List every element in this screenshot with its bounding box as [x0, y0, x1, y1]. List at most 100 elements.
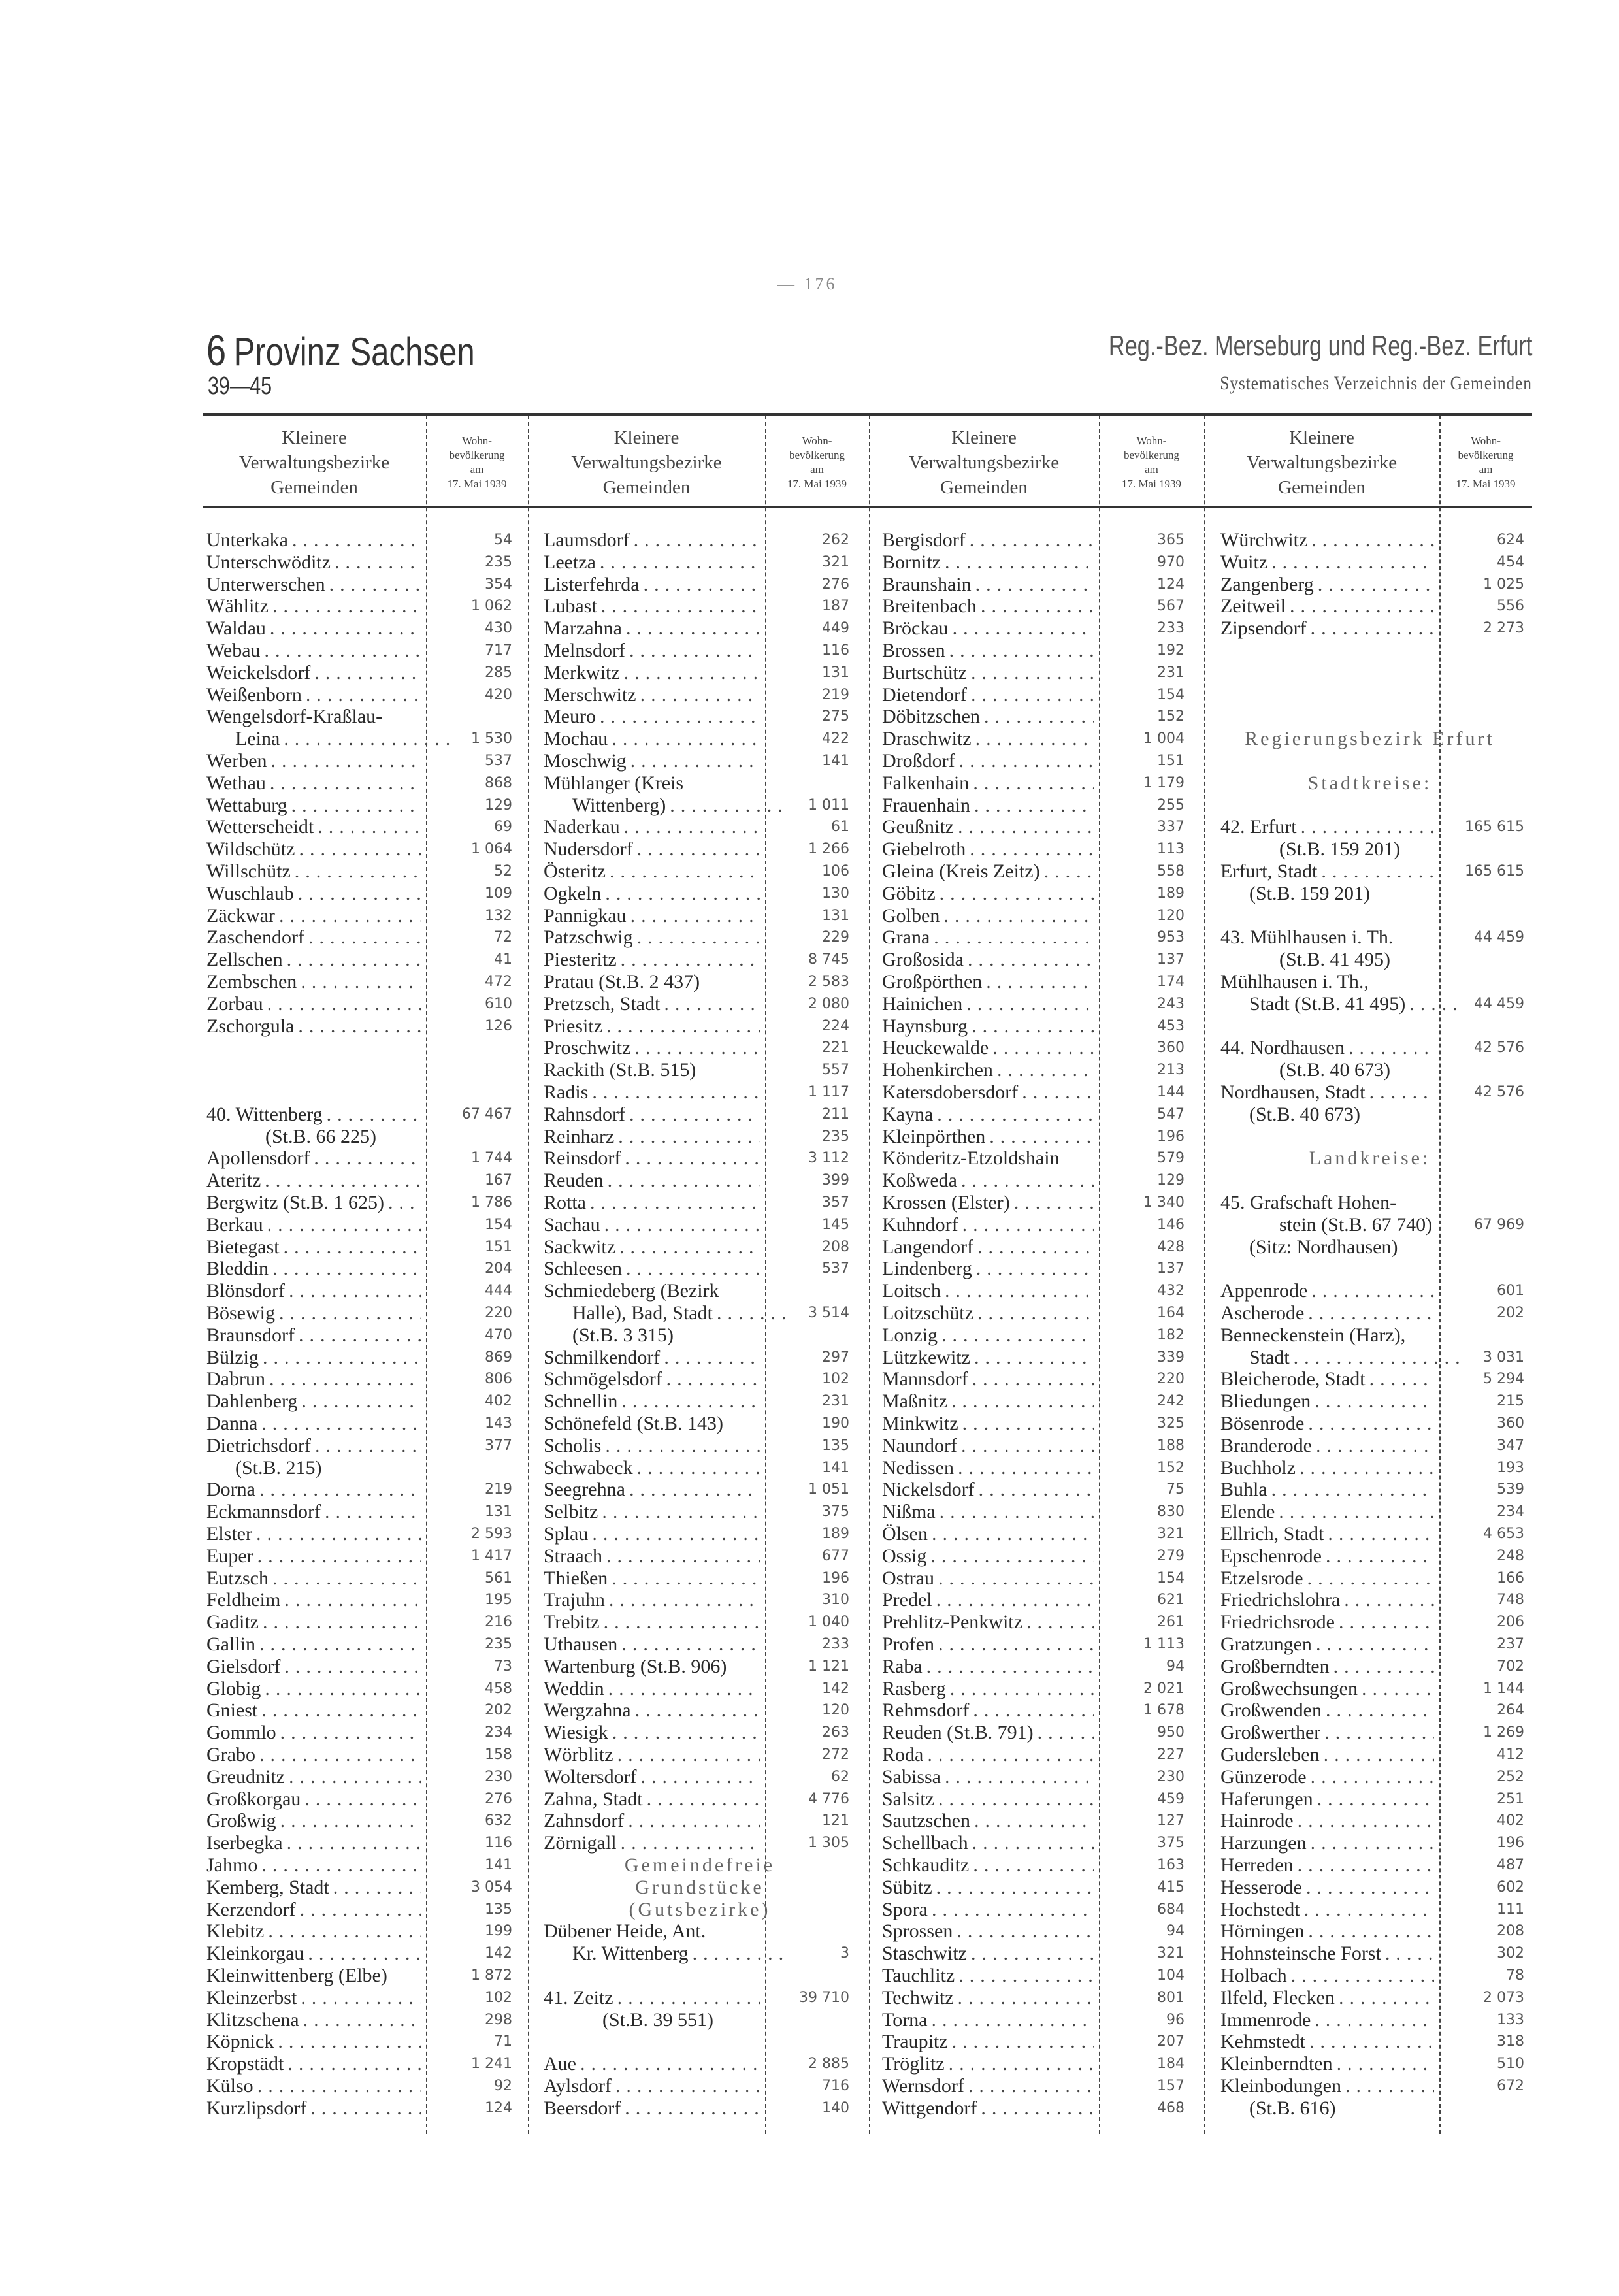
population-value: 1 025 — [1483, 576, 1524, 593]
dot-leader: ........................................… — [972, 1832, 1094, 1854]
municipality-name: 42. Erfurt..............................… — [1220, 816, 1434, 838]
name-text: Köpnick — [206, 2031, 274, 2053]
population-value: 1 144 — [1483, 1680, 1524, 1697]
population-value: 94 — [1166, 1923, 1185, 1940]
population-value: 748 — [1497, 1592, 1524, 1609]
municipality-name: Brossen.................................… — [882, 640, 1094, 662]
dot-leader: ........................................… — [272, 1258, 421, 1280]
population-value: 140 — [822, 2099, 849, 2116]
municipality-name: Schkauditz..............................… — [882, 1854, 1094, 1877]
population-value: 220 — [485, 1305, 512, 1321]
population-value: 73 — [494, 1658, 512, 1675]
name-text: Langendorf — [882, 1236, 973, 1258]
municipality-name: 43. Mühlhausen i. Th. — [1220, 927, 1434, 949]
municipality-name: Nißma...................................… — [882, 1501, 1094, 1523]
name-text: 44. Nordhausen — [1220, 1037, 1345, 1059]
name-text: (Gutsbezirke) — [629, 1898, 771, 1920]
dot-leader: ........................................… — [958, 1965, 1094, 1986]
municipality-name: Webau...................................… — [206, 640, 421, 662]
population-value: 152 — [1157, 1459, 1185, 1476]
population-value: 234 — [1497, 1503, 1524, 1520]
municipality-name: Piesteritz..............................… — [544, 949, 760, 971]
dot-leader: ........................................… — [301, 1986, 421, 2009]
dot-leader: ........................................… — [629, 1479, 760, 1501]
name-text: Könderitz-Etzoldshain — [882, 1147, 1060, 1170]
name-text: Lützkewitz — [882, 1346, 970, 1368]
municipality-name: Hörningen...............................… — [1220, 1920, 1434, 1943]
population-value: 806 — [485, 1371, 512, 1388]
dot-leader: ........................................… — [625, 1147, 760, 1170]
dot-leader: ........................................… — [284, 1655, 421, 1677]
dot-leader: ........................................… — [945, 1765, 1094, 1788]
municipality-name: Gommlo..................................… — [206, 1722, 421, 1744]
population-value: 165 615 — [1465, 819, 1524, 836]
dot-leader: ........................................… — [973, 1699, 1094, 1722]
population-value: 102 — [485, 1989, 512, 2006]
population-value: 684 — [1157, 1901, 1185, 1918]
municipality-name: Dietrichsdorf...........................… — [206, 1435, 421, 1457]
population-value: 537 — [485, 753, 512, 769]
population-value: 272 — [822, 1747, 849, 1763]
dot-leader: ........................................… — [278, 2031, 421, 2053]
population-value: 632 — [485, 1812, 512, 1829]
name-text: Dabrun — [206, 1368, 265, 1390]
name-text: Proschwitz — [544, 1037, 631, 1059]
municipality-name: Hainichen...............................… — [882, 993, 1094, 1015]
municipality-name: (St.B. 3 315) — [544, 1324, 789, 1347]
name-text: Greudnitz — [206, 1765, 285, 1788]
population-value: 193 — [1497, 1459, 1524, 1476]
name-text: Frauenhain — [882, 794, 970, 816]
dot-leader: ........................................… — [931, 2009, 1094, 2031]
dot-leader: ........................................… — [938, 1788, 1094, 1810]
column-divider — [426, 416, 427, 2134]
population-value: 453 — [1157, 1017, 1185, 1034]
population-value: 672 — [1497, 2078, 1524, 2094]
name-text: Bösenrode — [1220, 1413, 1305, 1434]
population-value: 199 — [485, 1923, 512, 1940]
municipality-name: (St.B. 41 495) — [1220, 949, 1493, 971]
dot-leader: ........................................… — [1315, 1434, 1434, 1456]
header-line: am — [1145, 463, 1158, 476]
header-line: 17. Mai 1939 — [1456, 478, 1516, 490]
page-title: 6 Provinz Sachsen — [206, 325, 475, 375]
municipality-name: Draschwitz..............................… — [882, 728, 1094, 750]
municipality-name: Zaschendorf.............................… — [206, 927, 421, 949]
municipality-name: Geußnitz................................… — [882, 816, 1094, 838]
dot-leader: ........................................… — [926, 1655, 1094, 1677]
municipality-name: Euper...................................… — [206, 1545, 421, 1567]
municipality-name: (St.B. 159 201) — [1220, 838, 1493, 861]
population-value: 537 — [822, 1260, 849, 1277]
population-value: 151 — [1157, 753, 1185, 769]
municipality-name: Lonzig..................................… — [882, 1324, 1094, 1347]
dot-leader: ........................................… — [603, 1611, 760, 1633]
population-value: 106 — [822, 863, 849, 879]
name-text: Schleesen — [544, 1258, 622, 1280]
population-value: 207 — [1157, 2033, 1185, 2050]
population-value: 190 — [822, 1415, 849, 1432]
name-text: Jahmo — [206, 1854, 258, 1876]
name-text: Dietrichsdorf — [206, 1434, 311, 1456]
name-text: (St.B. 3 315) — [572, 1324, 674, 1346]
name-text: Günzerode — [1220, 1765, 1307, 1788]
population-value: 96 — [1166, 2011, 1185, 2028]
dot-leader: ........................................… — [310, 2097, 421, 2119]
dot-leader: ........................................… — [966, 992, 1094, 1015]
population-value: 141 — [485, 1857, 512, 1873]
dot-leader: ........................................… — [580, 2053, 760, 2075]
name-text: Straach — [544, 1545, 602, 1567]
population-value: 61 — [831, 819, 849, 836]
municipality-name: Profen..................................… — [882, 1633, 1094, 1656]
population-value: 869 — [485, 1349, 512, 1366]
header-line: 17. Mai 1939 — [447, 478, 507, 490]
header-line: Kleinere — [282, 427, 347, 448]
name-text: Großwenden — [1220, 1699, 1322, 1722]
name-text: Profen — [882, 1633, 934, 1655]
population-value: 360 — [1497, 1415, 1524, 1432]
name-text: Schönefeld (St.B. 143) — [544, 1413, 723, 1434]
name-text: Werben — [206, 750, 267, 772]
population-value: 298 — [485, 2011, 512, 2028]
municipality-name: (St.B. 40 673) — [1220, 1104, 1463, 1126]
name-text: Epschenrode — [1220, 1545, 1322, 1567]
header-line: Wohn- — [1136, 435, 1167, 447]
municipality-name: Kehmstedt...............................… — [1220, 2031, 1434, 2053]
